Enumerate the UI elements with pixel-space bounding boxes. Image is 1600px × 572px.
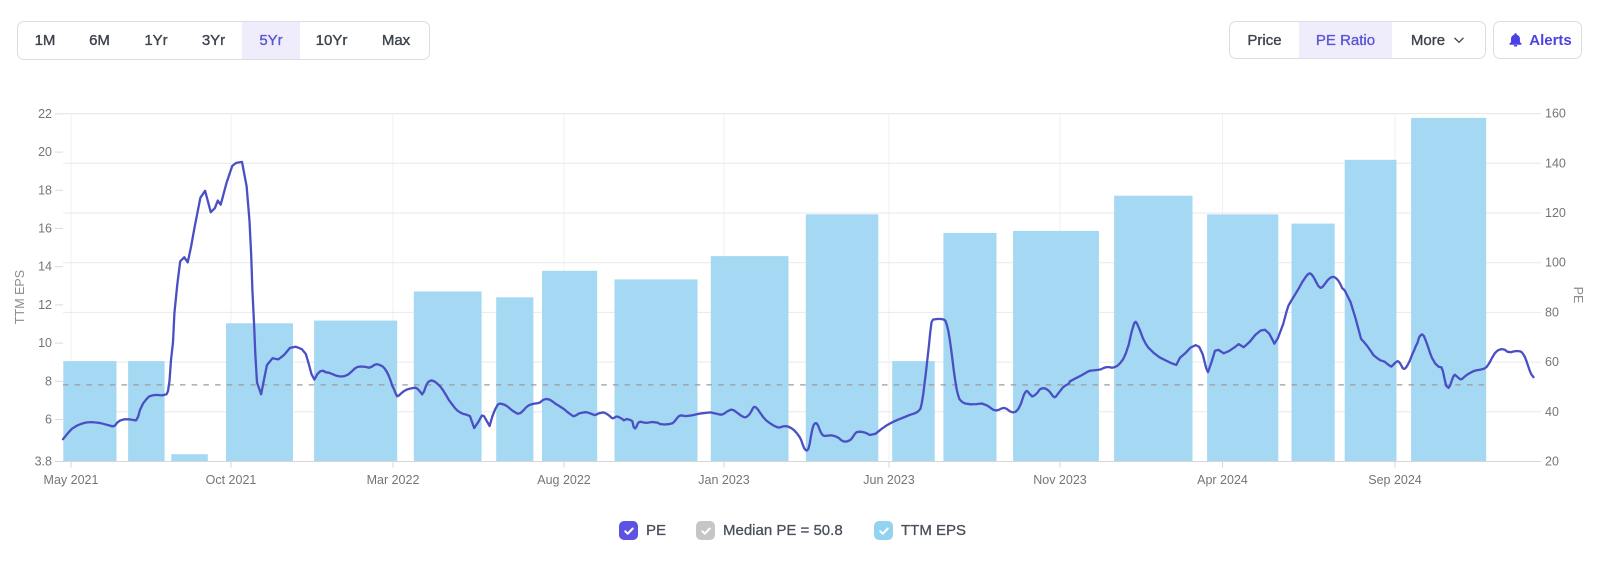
svg-text:80: 80 (1545, 305, 1559, 319)
svg-text:60: 60 (1545, 355, 1559, 369)
svg-text:100: 100 (1545, 256, 1566, 270)
svg-text:Mar 2022: Mar 2022 (367, 473, 420, 487)
svg-text:6: 6 (45, 413, 52, 427)
svg-text:TTM EPS: TTM EPS (13, 270, 27, 324)
svg-text:140: 140 (1545, 156, 1566, 170)
svg-text:Sep 2024: Sep 2024 (1368, 473, 1422, 487)
svg-text:10: 10 (38, 336, 52, 350)
svg-text:8: 8 (45, 374, 52, 388)
svg-text:18: 18 (38, 183, 52, 197)
svg-text:20: 20 (38, 145, 52, 159)
svg-text:14: 14 (38, 260, 52, 274)
svg-text:Jan 2023: Jan 2023 (698, 473, 749, 487)
svg-text:3.8: 3.8 (35, 455, 52, 469)
svg-text:20: 20 (1545, 455, 1559, 469)
svg-text:16: 16 (38, 222, 52, 236)
svg-text:Apr 2024: Apr 2024 (1197, 473, 1248, 487)
svg-text:Jun 2023: Jun 2023 (863, 473, 914, 487)
svg-text:Oct 2021: Oct 2021 (206, 473, 257, 487)
svg-text:12: 12 (38, 298, 52, 312)
svg-text:22: 22 (38, 107, 52, 121)
svg-text:40: 40 (1545, 405, 1559, 419)
svg-text:160: 160 (1545, 107, 1566, 121)
svg-text:120: 120 (1545, 206, 1566, 220)
svg-text:Aug 2022: Aug 2022 (537, 473, 591, 487)
svg-text:Nov 2023: Nov 2023 (1033, 473, 1087, 487)
svg-text:May 2021: May 2021 (44, 473, 99, 487)
svg-text:PE: PE (1571, 287, 1585, 304)
